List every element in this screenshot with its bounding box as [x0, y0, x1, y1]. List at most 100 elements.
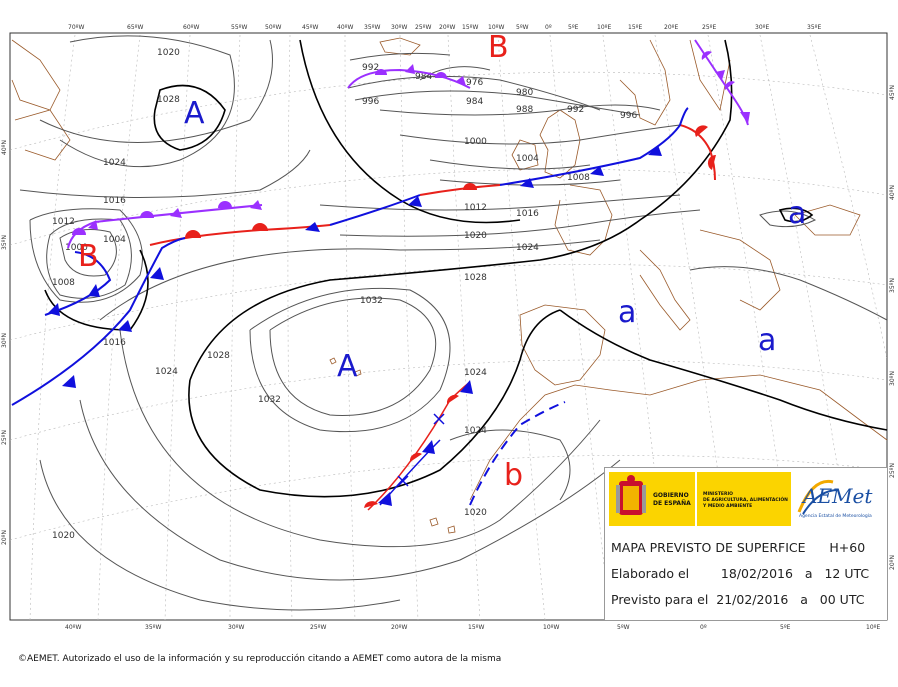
low-pressure-center: B	[488, 30, 509, 65]
aemet-wordmark: AEMet	[803, 484, 873, 508]
coastlines	[11, 37, 888, 534]
occluded-front-symbol	[375, 69, 387, 75]
isobar-label: 1020	[464, 231, 487, 241]
occluded-front-symbol	[140, 211, 154, 218]
tick-label: 25ºN	[889, 463, 896, 478]
tick-label: 45ºN	[889, 85, 896, 100]
occluded-front-symbol	[435, 72, 447, 78]
latitude-labels-right: 45ºN 40ºN 35ºN 30ºN 25ºN 20ºN	[889, 85, 896, 570]
graticule	[9, 34, 888, 621]
tick-label: 0º	[700, 624, 707, 631]
newfoundland-coast	[14, 109, 71, 161]
warm-front-symbol	[695, 125, 708, 137]
isobar-label: 1000	[65, 243, 88, 253]
cold-front-symbol	[460, 380, 473, 394]
cold-front-symbol	[648, 145, 662, 156]
tick-label: 25ºW	[415, 24, 431, 31]
tick-label: 30ºN	[1, 333, 8, 348]
tick-label: 15ºE	[628, 24, 642, 31]
isobar-label: 1016	[103, 196, 126, 206]
high-pressure-center: A	[337, 349, 358, 384]
isobar-label: 988	[516, 105, 533, 115]
isobar	[439, 179, 621, 186]
isobar	[59, 35, 235, 168]
relative-high-center: a	[788, 196, 806, 231]
tick-label: 55ºW	[231, 24, 247, 31]
tick-label: 35ºN	[1, 235, 8, 250]
warm-front-symbol	[463, 183, 477, 190]
isobar-label: 1032	[360, 296, 383, 306]
cold-front-line	[499, 107, 689, 186]
isobar	[99, 239, 601, 321]
isobar	[689, 266, 888, 321]
warm-front-line	[367, 381, 471, 511]
black-sea-coast	[794, 204, 861, 236]
trough-cross	[433, 413, 445, 425]
tick-label: 20ºW	[391, 624, 407, 631]
tick-label: 25ºW	[310, 624, 326, 631]
isobar	[19, 149, 311, 198]
isobar-label: 992	[362, 63, 379, 73]
isobar-label: 1016	[516, 209, 539, 219]
occluded-front-line	[347, 68, 471, 89]
tick-label: 35ºE	[807, 24, 821, 31]
occluded-front-symbol	[218, 201, 232, 208]
bold-isobar	[778, 207, 814, 223]
longitude-labels-top: 70ºW 65ºW 60ºW 55ºW 50ºW 45ºW 40ºW 35ºW …	[68, 24, 821, 31]
isobar	[759, 210, 817, 228]
gobierno-line-1: GOBIERNO	[653, 492, 689, 499]
isobar-label: 1024	[155, 367, 178, 377]
gobierno-line-2: DE ESPAÑA	[653, 500, 691, 507]
isobar	[319, 194, 681, 211]
tick-label: 10ºE	[597, 24, 611, 31]
isobar-label: 1032	[258, 395, 281, 405]
cold-front-line	[329, 194, 421, 226]
aemet-subtitle: Agencia Estatal de Meteorología	[799, 514, 872, 519]
isobar	[29, 208, 143, 303]
tick-label: 60ºW	[183, 24, 199, 31]
isobar	[419, 66, 491, 81]
warm-front-symbol	[409, 452, 422, 462]
isobar-label: 1000	[464, 137, 487, 147]
tick-label: 50ºW	[265, 24, 281, 31]
canary-islands	[429, 517, 456, 534]
warm-front-line	[419, 184, 501, 196]
bold-isobar	[188, 309, 561, 498]
isobar-label: 1020	[464, 508, 487, 518]
cold-front-symbol	[378, 492, 392, 506]
cold-front-symbol	[422, 440, 435, 454]
tick-label: 10ºW	[543, 624, 559, 631]
pressure-centers: A B B A a a a b	[78, 30, 806, 493]
gobierno-de-espana-logo: GOBIERNO DE ESPAÑA	[609, 472, 695, 526]
cold-front-symbol	[88, 284, 100, 297]
occluded-front-symbol	[740, 112, 750, 124]
isobar-label: 1028	[207, 351, 230, 361]
occluded-front-symbol	[724, 81, 735, 90]
isobar-label: 1024	[103, 158, 126, 168]
occluded-front-symbol	[701, 51, 712, 60]
ministerio-logo: MINISTERIO DE AGRICULTURA, ALIMENTACIÓN …	[697, 472, 791, 526]
tick-label: 40ºN	[1, 140, 8, 155]
warm-front-symbol	[252, 223, 268, 231]
cold-front-line	[11, 237, 186, 406]
isobar-labels: 1020 1028 1024 1016 1012 1004 1000 1008 …	[52, 48, 637, 541]
isobar-label: 996	[362, 97, 379, 107]
cold-front-symbol	[408, 196, 422, 207]
relative-high-center: a	[758, 323, 776, 358]
balkans-coast	[699, 229, 781, 311]
forecast-info-box: GOBIERNO DE ESPAÑA MINISTERIO DE AGRICUL…	[604, 467, 887, 620]
isobar-label: 1024	[464, 426, 487, 436]
tick-label: 40ºN	[889, 185, 896, 200]
isobar-label: 976	[466, 78, 483, 88]
tick-label: 65ºW	[127, 24, 143, 31]
isobar-label: 1012	[52, 217, 75, 227]
tick-label: 5ºE	[568, 24, 579, 31]
cold-front-symbol	[118, 320, 132, 332]
occluded-front-symbol	[250, 200, 262, 210]
isobar-label: 1028	[464, 273, 487, 283]
tick-label: 35ºW	[145, 624, 161, 631]
relative-low-center: b	[504, 458, 523, 493]
isobar	[119, 329, 601, 548]
isobar	[339, 209, 701, 237]
